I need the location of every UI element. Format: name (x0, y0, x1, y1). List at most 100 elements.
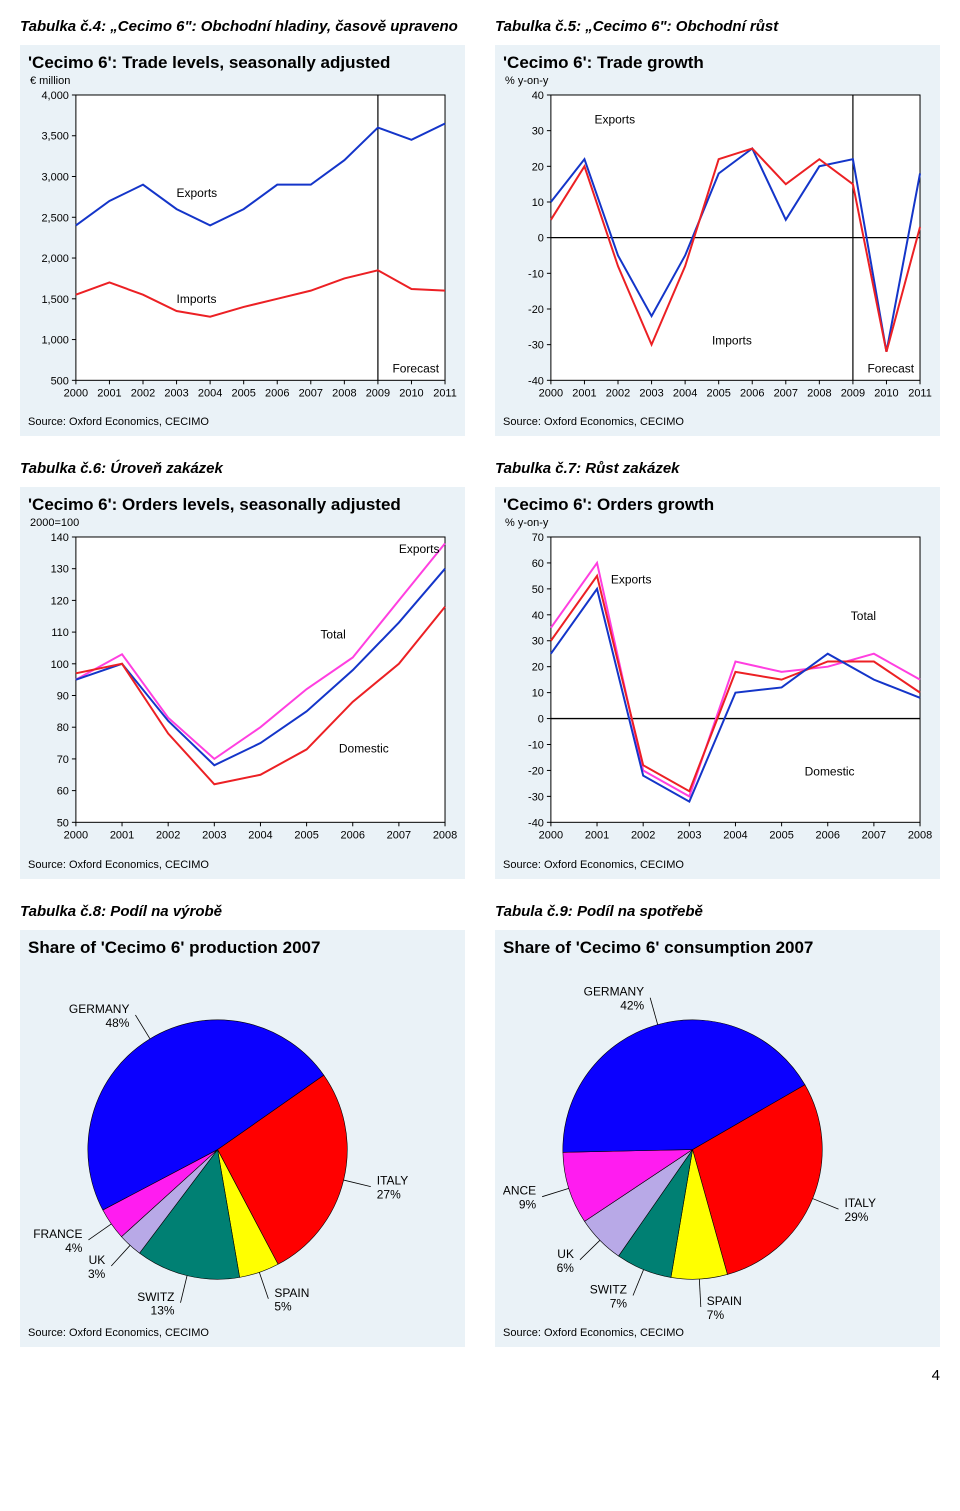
series-label-total: Total (851, 609, 876, 623)
svg-text:0: 0 (538, 233, 544, 245)
svg-text:2009: 2009 (841, 387, 865, 399)
series-label-domestic: Domestic (805, 765, 855, 779)
slice-pct-france: 4% (65, 1240, 83, 1254)
series-label-total: Total (320, 628, 345, 642)
svg-text:2006: 2006 (740, 387, 764, 399)
slice-pct-germany: 42% (620, 998, 644, 1012)
svg-text:2000: 2000 (539, 387, 563, 399)
svg-text:2007: 2007 (387, 830, 411, 842)
cell-chart6: Tabulka č.6: Úroveň zakázek 'Cecimo 6': … (20, 454, 465, 878)
series-label-imports: Imports (177, 292, 217, 306)
svg-text:Forecast: Forecast (392, 361, 439, 375)
slice-label-uk: UK (557, 1246, 574, 1260)
svg-text:140: 140 (51, 532, 69, 544)
svg-text:120: 120 (51, 596, 69, 608)
svg-text:2005: 2005 (769, 830, 793, 842)
svg-text:2001: 2001 (97, 387, 121, 399)
svg-text:130: 130 (51, 564, 69, 576)
chart-source: Source: Oxford Economics, CECIMO (503, 859, 932, 871)
svg-text:2001: 2001 (585, 830, 609, 842)
svg-text:-10: -10 (528, 740, 544, 752)
cell-chart9: Tabula č.9: Podíl na spotřebě Share of '… (495, 897, 940, 1347)
series-label-exports: Exports (611, 573, 652, 587)
caption-4: Tabulka č.4: „Cecimo 6": Obchodní hladin… (20, 18, 465, 35)
series-label-exports: Exports (177, 186, 218, 200)
svg-text:2000: 2000 (539, 830, 563, 842)
svg-text:60: 60 (532, 558, 544, 570)
slice-pct-spain: 5% (274, 1299, 292, 1313)
svg-text:10: 10 (532, 688, 544, 700)
svg-text:-20: -20 (528, 304, 544, 316)
svg-text:2003: 2003 (677, 830, 701, 842)
chart-source: Source: Oxford Economics, CECIMO (28, 1327, 457, 1339)
svg-text:2004: 2004 (723, 830, 747, 842)
caption-7: Tabulka č.7: Růst zakázek (495, 460, 940, 477)
svg-text:2006: 2006 (816, 830, 840, 842)
chart-source: Source: Oxford Economics, CECIMO (503, 1327, 932, 1339)
svg-text:2008: 2008 (908, 830, 932, 842)
pie-chart-svg: ITALY29%SPAIN7%SWITZ7%UK6%FRANCE9%GERMAN… (503, 960, 932, 1319)
svg-text:2011: 2011 (908, 387, 932, 399)
slice-label-italy: ITALY (377, 1173, 408, 1187)
series-label-imports: Imports (712, 334, 752, 348)
line-chart-svg: 5001,0001,5002,0002,5003,0003,5004,00020… (28, 89, 457, 408)
slice-label-france: FRANCE (503, 1183, 536, 1197)
svg-text:20: 20 (532, 161, 544, 173)
row-1: Tabulka č.4: „Cecimo 6": Obchodní hladin… (20, 12, 940, 436)
svg-text:2002: 2002 (131, 387, 155, 399)
svg-text:2008: 2008 (807, 387, 831, 399)
svg-text:40: 40 (532, 90, 544, 102)
slice-pct-switz: 7% (610, 1296, 628, 1310)
svg-text:110: 110 (51, 627, 69, 639)
svg-text:40: 40 (532, 610, 544, 622)
svg-text:2002: 2002 (156, 830, 180, 842)
svg-text:2001: 2001 (110, 830, 134, 842)
slice-pct-germany: 48% (105, 1015, 129, 1029)
svg-text:90: 90 (57, 691, 69, 703)
series-label-domestic: Domestic (339, 742, 389, 756)
cell-chart5: Tabulka č.5: „Cecimo 6": Obchodní růst '… (495, 12, 940, 436)
y-axis-unit: 2000=100 (30, 517, 457, 529)
pie-chart-svg: ITALY27%SPAIN5%SWITZ13%UK3%FRANCE4%GERMA… (28, 960, 457, 1319)
svg-text:-30: -30 (528, 340, 544, 352)
svg-text:80: 80 (57, 722, 69, 734)
svg-text:2000: 2000 (64, 830, 88, 842)
y-axis-unit: % y-on-y (505, 517, 932, 529)
slice-pct-uk: 6% (557, 1260, 575, 1274)
svg-text:2005: 2005 (231, 387, 255, 399)
svg-text:Forecast: Forecast (867, 361, 914, 375)
caption-8: Tabulka č.8: Podíl na výrobě (20, 903, 465, 920)
chart-source: Source: Oxford Economics, CECIMO (28, 416, 457, 428)
svg-text:100: 100 (51, 659, 69, 671)
svg-text:2008: 2008 (332, 387, 356, 399)
svg-text:-20: -20 (528, 766, 544, 778)
slice-label-germany: GERMANY (69, 1002, 130, 1016)
svg-text:10: 10 (532, 197, 544, 209)
slice-pct-switz: 13% (151, 1303, 175, 1317)
slice-label-switz: SWITZ (590, 1282, 627, 1296)
svg-text:2010: 2010 (874, 387, 898, 399)
svg-text:500: 500 (51, 375, 69, 387)
svg-text:2001: 2001 (572, 387, 596, 399)
series-label-exports: Exports (595, 113, 636, 127)
svg-text:2000: 2000 (64, 387, 88, 399)
chart-title: 'Cecimo 6': Orders levels, seasonally ad… (28, 495, 457, 515)
line-chart-svg: -40-30-20-100102030402000200120022003200… (503, 89, 932, 408)
svg-text:4,000: 4,000 (41, 90, 68, 102)
svg-text:2003: 2003 (639, 387, 663, 399)
caption-5: Tabulka č.5: „Cecimo 6": Obchodní růst (495, 18, 940, 35)
svg-text:2006: 2006 (265, 387, 289, 399)
chart-source: Source: Oxford Economics, CECIMO (28, 859, 457, 871)
slice-label-spain: SPAIN (274, 1285, 309, 1299)
svg-text:50: 50 (532, 584, 544, 596)
cell-chart7: Tabulka č.7: Růst zakázek 'Cecimo 6': Or… (495, 454, 940, 878)
chart-title: 'Cecimo 6': Trade levels, seasonally adj… (28, 53, 457, 73)
svg-text:70: 70 (57, 754, 69, 766)
chart-title: 'Cecimo 6': Orders growth (503, 495, 932, 515)
svg-text:0: 0 (538, 714, 544, 726)
svg-text:2009: 2009 (366, 387, 390, 399)
slice-pct-italy: 27% (377, 1187, 401, 1201)
svg-text:2004: 2004 (673, 387, 697, 399)
svg-text:2010: 2010 (399, 387, 423, 399)
chart-orders-levels: 'Cecimo 6': Orders levels, seasonally ad… (20, 487, 465, 878)
